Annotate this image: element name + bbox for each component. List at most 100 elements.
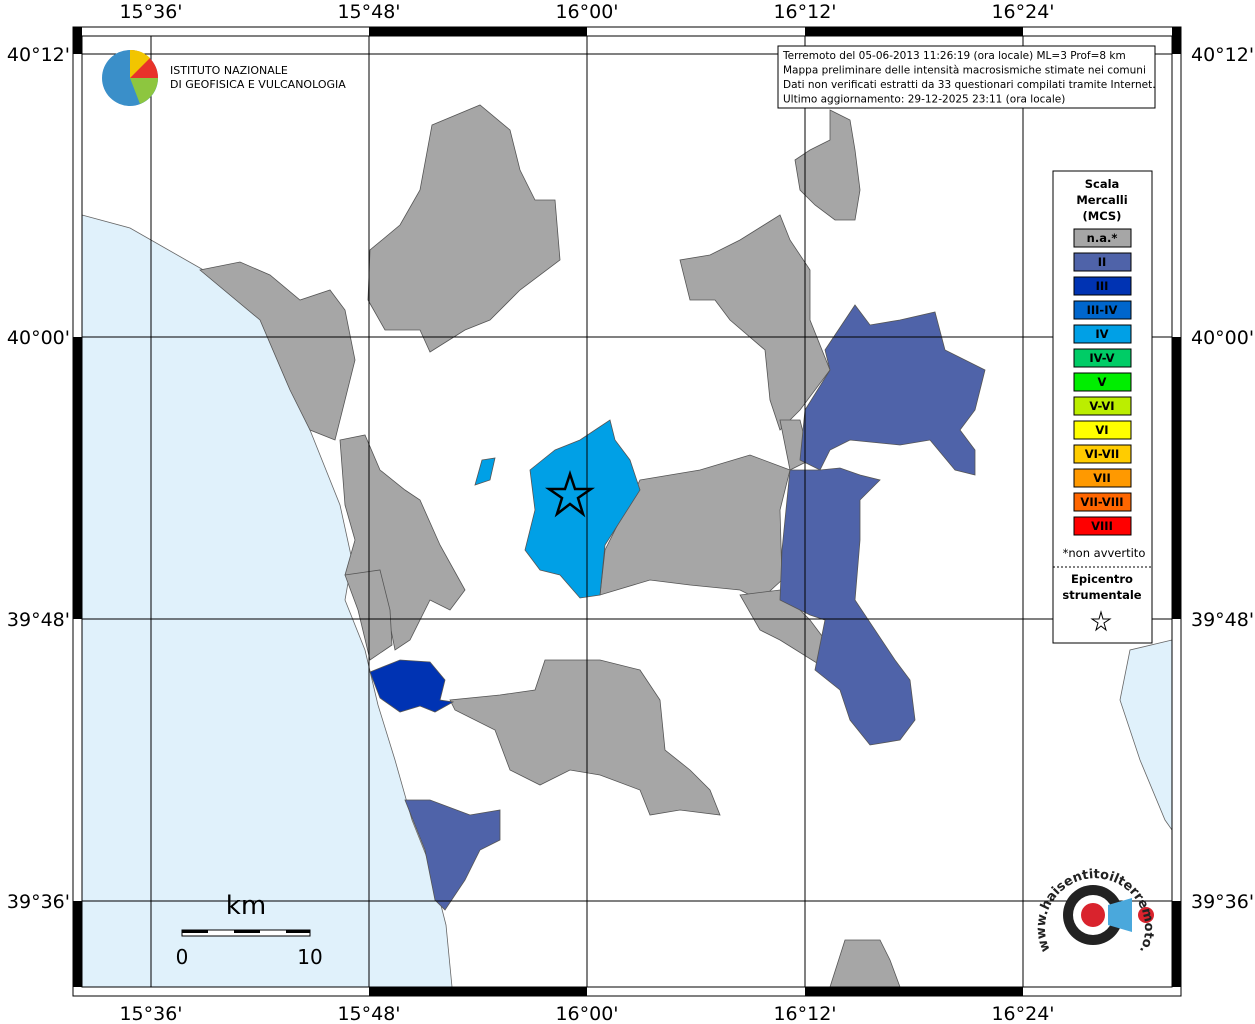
legend-label: VI-VII: [1085, 447, 1120, 461]
region: [829, 939, 901, 988]
frame-bar: [805, 987, 1023, 996]
legend-label: V: [1098, 375, 1107, 389]
bottom-tick-label: 16°24': [991, 1003, 1054, 1024]
legend-swatch: [1073, 300, 1132, 320]
region: [474, 457, 496, 486]
left-tick-label: 40°12': [7, 44, 70, 66]
frame-bar: [73, 27, 82, 54]
left-tick-label: 39°36': [7, 891, 70, 913]
info-line: Terremoto del 05-06-2013 11:26:19 (ora l…: [782, 50, 1126, 62]
legend-label: VII-VIII: [1080, 495, 1123, 509]
right-tick-label: 39°36': [1191, 891, 1254, 913]
info-line: Dati non verificati estratti da 33 quest…: [783, 79, 1156, 91]
region: [799, 304, 986, 476]
legend-swatch: [1073, 348, 1132, 368]
logo-text: DI GEOFISICA E VULCANOLOGIA: [170, 78, 346, 91]
logo-text: ISTITUTO NAZIONALE: [170, 64, 288, 77]
legend-swatch: [1073, 372, 1132, 392]
legend-swatch: [1073, 420, 1132, 440]
scale-unit: km: [226, 891, 266, 921]
legend-epicenter: Epicentro: [1071, 572, 1133, 586]
legend-swatch: [1073, 492, 1132, 512]
legend: ScalaMercalli(MCS)n.a.*IIIIIIII-IVIVIV-V…: [1053, 177, 1152, 632]
frame-bar: [369, 27, 587, 36]
legend-title: Scala: [1085, 177, 1120, 191]
frame-bar: [1172, 901, 1181, 987]
legend-label: VII: [1093, 471, 1110, 485]
grid: [82, 36, 1172, 987]
legend-swatch: [1073, 516, 1132, 536]
epicenter-star: [544, 470, 596, 518]
legend-epicenter: strumentale: [1062, 588, 1141, 602]
region: [404, 799, 501, 911]
legend-label: II: [1098, 255, 1107, 269]
logo-dot: [1138, 907, 1154, 923]
sea: [1119, 639, 1173, 832]
legend-star: [1090, 610, 1112, 632]
top-tick-label: 16°24': [991, 1, 1054, 23]
left-tick-label: 39°48': [7, 609, 70, 631]
bottom-tick-label: 16°12': [773, 1003, 836, 1024]
legend-label: III-IV: [1087, 303, 1118, 317]
logo-part: [130, 49, 150, 78]
legend-swatch: [1073, 468, 1132, 488]
bottom-tick-label: 15°48': [337, 1003, 400, 1024]
legend-swatch: [1073, 444, 1132, 464]
region: [679, 214, 831, 431]
legend-swatch: [1073, 252, 1132, 272]
legend-swatch: [1073, 324, 1132, 344]
legend-label: IV-V: [1089, 351, 1114, 365]
top-tick-label: 16°00': [555, 1, 618, 23]
right-tick-label: 40°00': [1191, 327, 1254, 349]
top-tick-label: 16°12': [773, 1, 836, 23]
legend-label: VIII: [1091, 519, 1113, 533]
ticks: 15°36' 15°48' 16°00' 16°12' 16°24' 15°36' 15°4…: [7, 1, 1254, 1024]
frame-bar: [805, 27, 1023, 36]
scale-start: 0: [176, 945, 189, 969]
legend-title: Mercalli: [1076, 193, 1127, 207]
frame-bar: [369, 987, 587, 996]
legend-swatch: [1073, 228, 1132, 248]
left-tick-label: 40°00': [7, 327, 70, 349]
regions: [199, 104, 986, 988]
info-line: Ultimo aggiornamento: 29-12-2025 23:11 (…: [783, 94, 1065, 106]
bottom-tick-label: 16°00': [555, 1003, 618, 1024]
legend-note: *non avvertito: [1063, 546, 1146, 560]
scale-end: 10: [297, 945, 322, 969]
frame-bar: [1172, 337, 1181, 619]
ingv-logo: ISTITUTO NAZIONALE DI GEOFISICA E VULCAN…: [102, 49, 346, 106]
info: Terremoto del 05-06-2013 11:26:19 (ora l…: [782, 50, 1156, 106]
region: [367, 104, 561, 353]
frame-bar: [73, 901, 82, 987]
frame-bars: [73, 27, 1181, 996]
top-tick-label: 15°36': [119, 1, 182, 23]
legend-swatch: [1073, 276, 1132, 296]
legend-label: IV: [1095, 327, 1108, 341]
logo-part: [130, 78, 158, 104]
frame-bar: [1172, 27, 1181, 54]
legend-label: n.a.*: [1087, 231, 1118, 245]
scale-bar: km 0 10: [176, 891, 323, 969]
top-tick-label: 15°48': [337, 1, 400, 23]
legend-label: VI: [1095, 423, 1108, 437]
legend-title: (MCS): [1083, 209, 1122, 223]
region: [794, 109, 861, 221]
bottom-tick-label: 15°36': [119, 1003, 182, 1024]
info-line: Mappa preliminare delle intensità macros…: [783, 65, 1146, 77]
region: [199, 261, 356, 441]
scale-rect: [234, 930, 260, 933]
logo-disc: [1081, 903, 1105, 927]
logo-horn: [1108, 898, 1132, 932]
legend-label: V-VI: [1089, 399, 1114, 413]
legend-label: III: [1096, 279, 1109, 293]
region: [449, 659, 721, 816]
legend-swatch: [1073, 396, 1132, 416]
frame-bar: [73, 337, 82, 619]
scale-rect: [182, 930, 208, 933]
right-tick-label: 39°48': [1191, 609, 1254, 631]
right-tick-label: 40°12': [1191, 44, 1254, 66]
region: [369, 659, 455, 713]
info-box: [777, 45, 1156, 109]
scale-rect: [286, 930, 310, 933]
